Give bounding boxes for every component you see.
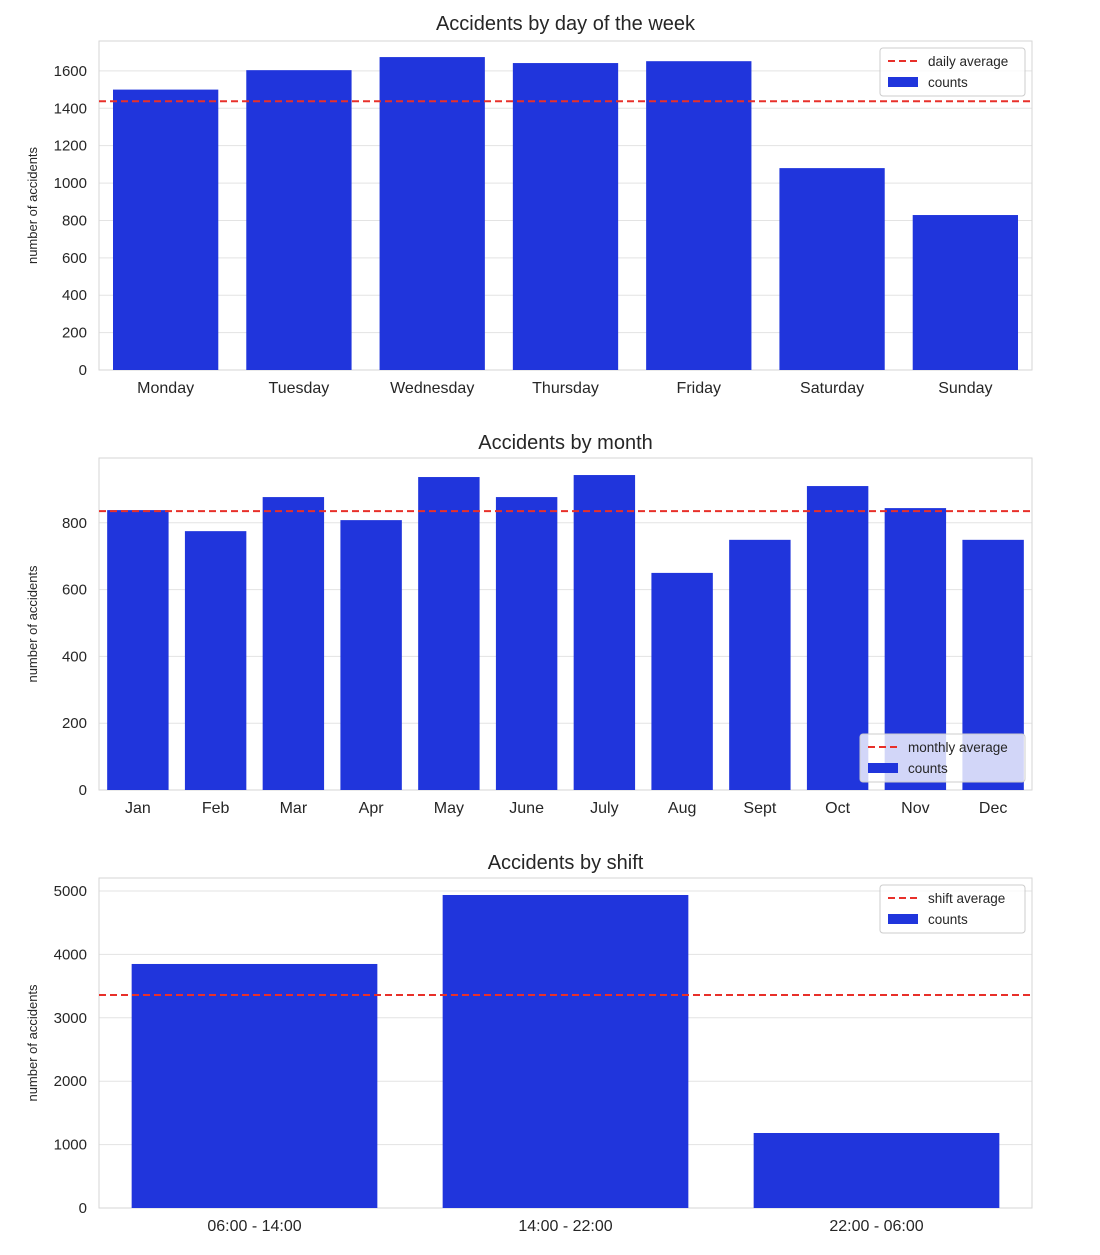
legend-counts-swatch	[888, 914, 918, 924]
bar-tuesday	[246, 70, 352, 370]
legend-counts-swatch	[888, 77, 918, 87]
bar-feb	[184, 531, 247, 790]
legend-average-label: shift average	[928, 891, 1005, 906]
bar-thursday	[512, 63, 619, 370]
bar-14-00-22-00	[442, 894, 689, 1208]
bar-sept	[729, 539, 791, 790]
y-tick-label: 800	[62, 212, 87, 229]
x-tick-label: May	[434, 800, 464, 817]
y-tick-label: 400	[62, 648, 87, 665]
bar-jan	[107, 510, 169, 790]
y-axis-label: number of accidents	[25, 984, 40, 1102]
legend-box	[859, 733, 1026, 783]
plot-frame	[98, 457, 1033, 791]
y-tick-label: 200	[62, 715, 87, 732]
legend: monthly average counts	[859, 733, 1026, 783]
legend: shift average counts	[879, 884, 1026, 934]
x-tick-label: Apr	[359, 800, 385, 817]
y-tick-label: 200	[62, 325, 87, 342]
legend: daily average counts	[879, 47, 1026, 97]
bar-saturday	[779, 168, 885, 370]
bar-friday	[646, 61, 752, 371]
x-tick-label: Sunday	[938, 380, 992, 397]
chart-3: 0 1000 2000 3000 4000 5000 06:00 - 14:00 14:00 …	[25, 852, 1033, 1235]
x-tick-label: Aug	[668, 800, 696, 817]
x-tick-label: July	[590, 800, 618, 817]
x-tick-label: Dec	[979, 800, 1007, 817]
chart-1: 0 200 400 600 800 1000 1200 1400 1600 Monday Tuesd…	[25, 13, 1033, 397]
bar-sunday	[912, 215, 1019, 370]
bar-oct	[806, 486, 869, 790]
x-tick-label: Friday	[677, 380, 721, 397]
x-tick-label: 14:00 - 22:00	[518, 1218, 612, 1235]
y-axis-label: number of accidents	[25, 565, 40, 683]
x-tick-label: Wednesday	[390, 380, 474, 397]
y-tick-label: 600	[62, 250, 87, 267]
y-tick-label: 400	[62, 287, 87, 304]
x-tick-label: Tuesday	[269, 380, 330, 397]
chart-title: Accidents by shift	[488, 852, 644, 874]
legend-average-label: monthly average	[908, 740, 1008, 755]
legend-counts-label: counts	[908, 761, 948, 776]
bar-may	[418, 477, 480, 790]
x-tick-label: 06:00 - 14:00	[207, 1218, 301, 1235]
chart-title: Accidents by day of the week	[436, 13, 696, 35]
y-tick-label: 0	[79, 1200, 87, 1217]
y-tick-label: 1000	[54, 175, 87, 192]
x-tick-label: Thursday	[532, 380, 599, 397]
x-tick-label: Feb	[202, 800, 230, 817]
chart-2: 0 200 400 600 800 Jan Feb Mar Apr May June July Aug S…	[25, 432, 1033, 817]
y-tick-label: 800	[62, 515, 87, 532]
y-tick-label: 1000	[54, 1137, 87, 1154]
bar-wednesday	[379, 57, 485, 370]
legend-counts-label: counts	[928, 912, 968, 927]
x-tick-label: Jan	[125, 800, 151, 817]
x-tick-label: Nov	[901, 800, 929, 817]
y-tick-label: 5000	[54, 883, 87, 900]
bar-06-00-14-00	[131, 963, 378, 1208]
bar-mar	[262, 497, 325, 790]
legend-counts-label: counts	[928, 75, 968, 90]
x-tick-label: June	[509, 800, 544, 817]
chart-title: Accidents by month	[478, 432, 653, 454]
y-tick-label: 4000	[54, 946, 87, 963]
bar-june	[495, 497, 558, 790]
bar-apr	[340, 520, 402, 790]
x-tick-label: Saturday	[800, 380, 864, 397]
bar-22-00-06-00	[753, 1132, 1000, 1208]
y-tick-label: 1600	[54, 63, 87, 80]
x-tick-label: Sept	[743, 800, 776, 817]
y-tick-label: 1200	[54, 138, 87, 155]
y-tick-label: 2000	[54, 1073, 87, 1090]
y-tick-label: 3000	[54, 1010, 87, 1027]
bar-aug	[651, 572, 713, 790]
legend-average-label: daily average	[928, 54, 1008, 69]
bar-monday	[112, 89, 219, 371]
x-tick-label: Mar	[280, 800, 308, 817]
y-tick-label: 0	[79, 362, 87, 379]
bar-july	[573, 475, 636, 790]
y-tick-label: 600	[62, 582, 87, 599]
x-tick-label: Oct	[825, 800, 850, 817]
x-tick-label: Monday	[137, 380, 194, 397]
legend-counts-swatch	[868, 763, 898, 773]
y-tick-label: 0	[79, 782, 87, 799]
y-tick-label: 1400	[54, 100, 87, 117]
x-tick-label: 22:00 - 06:00	[829, 1218, 923, 1235]
y-axis-label: number of accidents	[25, 146, 40, 264]
